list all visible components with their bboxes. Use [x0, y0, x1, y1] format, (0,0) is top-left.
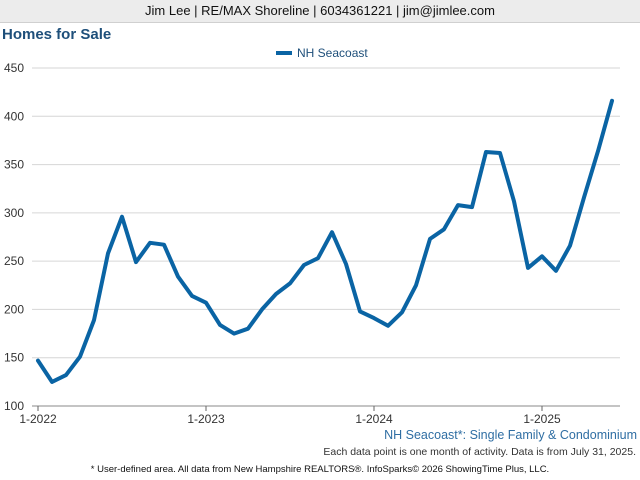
y-tick-label: 100 [4, 399, 24, 413]
plot-area [36, 98, 614, 384]
chart-legend: NH Seacoast [276, 46, 368, 60]
data-point [204, 301, 208, 305]
data-point [344, 262, 348, 266]
data-point [596, 149, 600, 153]
data-point [64, 373, 68, 377]
data-point [106, 251, 110, 255]
data-point [162, 243, 166, 247]
y-axis: 100 150 200 250 300 350 400 450 [4, 61, 24, 413]
data-point [78, 355, 82, 359]
data-point [610, 99, 614, 103]
x-axis: 1-2022 1-2023 1-2024 1-2025 [19, 405, 620, 426]
legend-label: NH Seacoast [297, 46, 368, 60]
data-point [302, 263, 306, 267]
data-note: Each data point is one month of activity… [323, 446, 636, 458]
data-point [512, 199, 516, 203]
data-point [582, 195, 586, 199]
data-point [330, 230, 334, 234]
data-point [232, 332, 236, 336]
data-point [442, 227, 446, 231]
y-tick-label: 350 [4, 158, 24, 172]
data-point [246, 327, 250, 331]
header-contact-bar: Jim Lee | RE/MAX Shoreline | 6034361221 … [0, 0, 640, 23]
data-point [92, 318, 96, 322]
series-line-nh-seacoast [36, 98, 614, 384]
data-point [456, 203, 460, 207]
data-point [372, 316, 376, 320]
data-point [386, 324, 390, 328]
y-tick-label: 400 [4, 109, 24, 123]
data-point [190, 294, 194, 298]
data-point [288, 281, 292, 285]
data-point [414, 283, 418, 287]
data-point [134, 260, 138, 264]
x-tick-label: 1-2023 [187, 412, 225, 426]
chart-subtitle: NH Seacoast*: Single Family & Condominiu… [384, 428, 637, 442]
data-point [316, 256, 320, 260]
data-point [176, 275, 180, 279]
data-point [148, 241, 152, 245]
x-tick-label: 1-2024 [355, 412, 393, 426]
data-point [568, 244, 572, 248]
y-tick-label: 300 [4, 206, 24, 220]
y-tick-label: 250 [4, 254, 24, 268]
y-tick-label: 150 [4, 351, 24, 365]
data-point [428, 237, 432, 241]
x-tick-label: 1-2025 [523, 412, 561, 426]
data-point [50, 380, 54, 384]
data-point [218, 323, 222, 327]
data-point [36, 359, 40, 363]
data-point [540, 254, 544, 258]
y-tick-label: 450 [4, 61, 24, 75]
contact-text: Jim Lee | RE/MAX Shoreline | 6034361221 … [145, 3, 495, 18]
data-point [554, 269, 558, 273]
legend-swatch [276, 51, 292, 55]
data-point [470, 205, 474, 209]
x-tick-label: 1-2022 [19, 412, 57, 426]
data-point [498, 151, 502, 155]
data-point [400, 310, 404, 314]
grid-lines [32, 67, 620, 407]
y-tick-label: 200 [4, 302, 24, 316]
data-point [274, 292, 278, 296]
data-point [260, 307, 264, 311]
data-point [484, 150, 488, 154]
data-point [120, 215, 124, 219]
data-point [526, 266, 530, 270]
chart-title: Homes for Sale [2, 26, 112, 43]
footer-disclaimer: * User-defined area. All data from New H… [90, 464, 550, 475]
data-point [358, 309, 362, 313]
